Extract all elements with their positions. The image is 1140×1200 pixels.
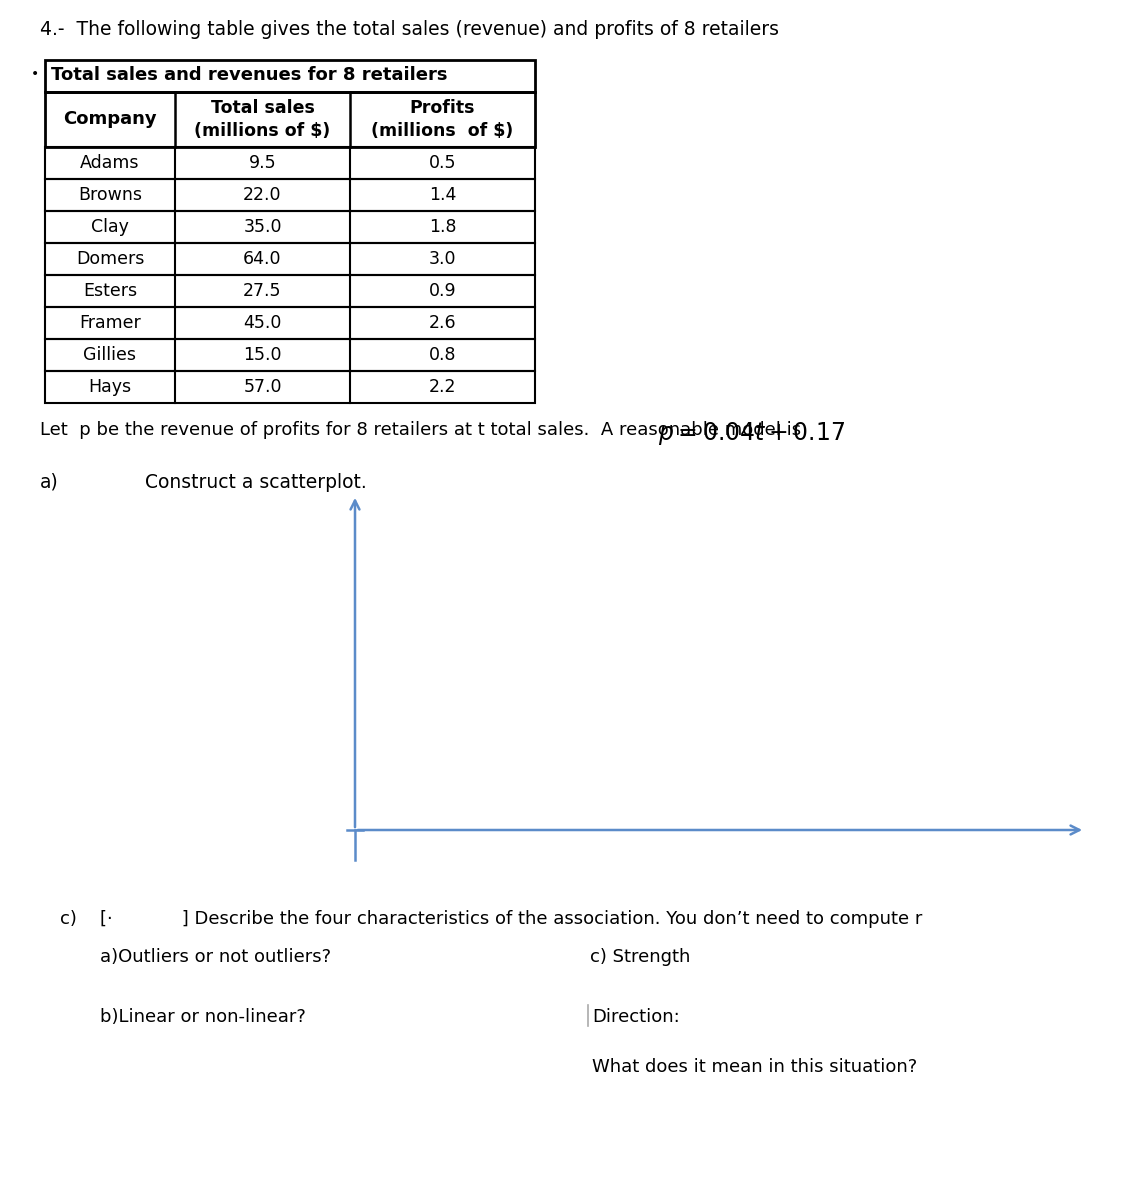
Bar (44, 146, 535, 179)
Text: Clay: Clay (91, 218, 129, 236)
Text: $p = 0.04t + 0.17$: $p = 0.04t + 0.17$ (658, 420, 846, 446)
Text: Construct a scatterplot.: Construct a scatterplot. (145, 473, 367, 492)
Text: c) Strength: c) Strength (591, 948, 691, 966)
Bar (44, 60, 535, 92)
Text: Direction:: Direction: (592, 1008, 679, 1026)
Text: Domers: Domers (76, 250, 144, 268)
Text: 64.0: 64.0 (243, 250, 282, 268)
Bar (44, 307, 535, 338)
Text: 2.2: 2.2 (429, 378, 456, 396)
Bar (44, 92, 535, 146)
Text: 35.0: 35.0 (243, 218, 282, 236)
Text: [·            ] Describe the four characteristics of the association. You don’t : [· ] Describe the four characteristics o… (100, 910, 922, 928)
Bar (44, 275, 535, 307)
Text: 0.9: 0.9 (429, 282, 456, 300)
Text: Adams: Adams (80, 154, 140, 172)
Bar (44, 371, 535, 403)
Bar (44, 338, 535, 371)
Text: Total sales and revenues for 8 retailers: Total sales and revenues for 8 retailers (51, 66, 448, 84)
Text: 57.0: 57.0 (243, 378, 282, 396)
Text: a)Outliers or not outliers?: a)Outliers or not outliers? (100, 948, 331, 966)
Text: Esters: Esters (83, 282, 137, 300)
Text: 0.8: 0.8 (429, 346, 456, 364)
Text: Let  p be the revenue of profits for 8 retailers at t total sales.  A reasonable: Let p be the revenue of profits for 8 re… (40, 421, 813, 439)
Text: 22.0: 22.0 (243, 186, 282, 204)
Text: 1.8: 1.8 (429, 218, 456, 236)
Text: 2.6: 2.6 (429, 314, 456, 332)
Text: •: • (31, 67, 39, 80)
Bar (44, 179, 535, 211)
Text: 27.5: 27.5 (243, 282, 282, 300)
Text: Company: Company (63, 110, 157, 128)
Text: Browns: Browns (78, 186, 142, 204)
Bar (44, 242, 535, 275)
Text: 4.-  The following table gives the total sales (revenue) and profits of 8 retail: 4.- The following table gives the total … (40, 20, 779, 38)
Text: Gillies: Gillies (83, 346, 137, 364)
Text: 3.0: 3.0 (429, 250, 456, 268)
Bar (44, 211, 535, 242)
Text: Framer: Framer (79, 314, 141, 332)
Text: 0.5: 0.5 (429, 154, 456, 172)
Text: What does it mean in this situation?: What does it mean in this situation? (592, 1058, 918, 1076)
Text: 9.5: 9.5 (249, 154, 276, 172)
Text: c): c) (60, 910, 76, 928)
Text: 1.4: 1.4 (429, 186, 456, 204)
Text: Total sales
(millions of $): Total sales (millions of $) (195, 98, 331, 140)
Text: a): a) (40, 473, 59, 492)
Text: Hays: Hays (89, 378, 131, 396)
Text: 15.0: 15.0 (243, 346, 282, 364)
Text: 45.0: 45.0 (243, 314, 282, 332)
Text: b)Linear or non-linear?: b)Linear or non-linear? (100, 1008, 306, 1026)
Text: Profits
(millions  of $): Profits (millions of $) (372, 98, 514, 140)
